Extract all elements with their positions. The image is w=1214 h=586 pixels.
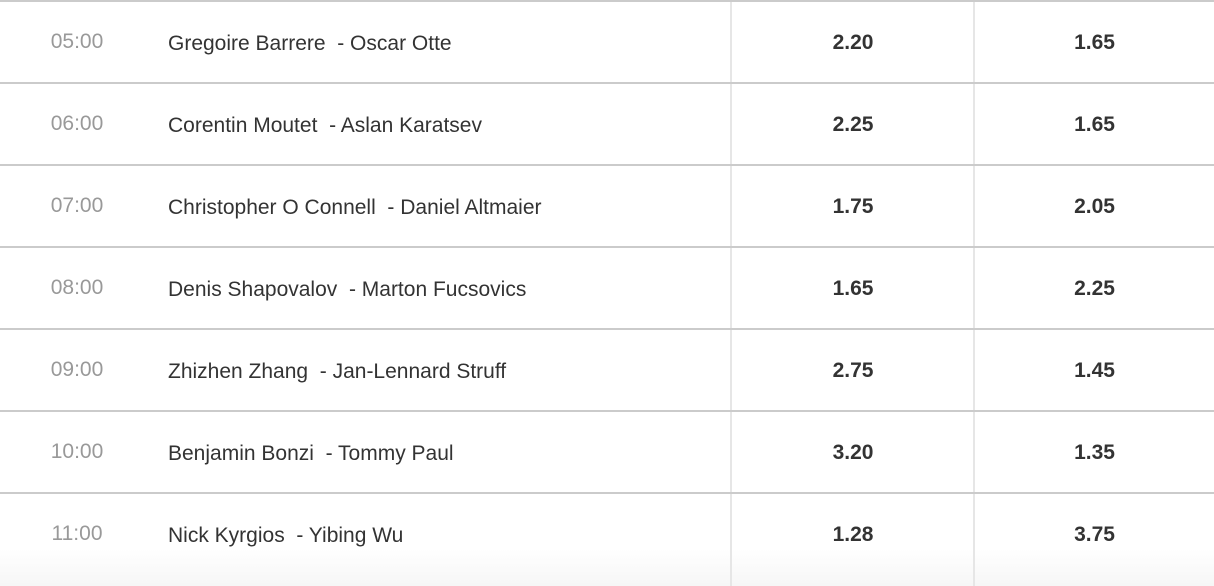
odd-away-value: 1.65 <box>1074 31 1115 54</box>
odd-home-button[interactable]: 1.65 <box>730 248 974 328</box>
odd-away-button[interactable]: 1.35 <box>973 412 1214 492</box>
match-row[interactable]: 07:00 Christopher O Connell - Daniel Alt… <box>0 166 1214 248</box>
match-row[interactable]: 09:00 Zhizhen Zhang - Jan-Lennard Struff… <box>0 330 1214 412</box>
odd-home-button[interactable]: 3.20 <box>730 412 974 492</box>
match-time: 05:00 <box>50 30 104 53</box>
odd-away-value: 1.65 <box>1074 113 1115 136</box>
match-time: 10:00 <box>50 440 104 463</box>
odd-away-button[interactable]: 2.05 <box>973 166 1214 246</box>
odd-home-value: 1.75 <box>832 195 874 218</box>
match-time: 09:00 <box>50 358 104 381</box>
match-name[interactable]: Denis Shapovalov - Marton Fucsovics <box>168 278 527 301</box>
match-name[interactable]: Zhizhen Zhang - Jan-Lennard Struff <box>168 360 507 383</box>
match-time: 11:00 <box>51 522 103 545</box>
match-name[interactable]: Corentin Moutet - Aslan Karatsev <box>168 114 482 137</box>
odd-home-value: 3.20 <box>832 441 874 464</box>
odd-home-button[interactable]: 2.25 <box>730 84 974 164</box>
match-name[interactable]: Christopher O Connell - Daniel Altmaier <box>168 196 542 219</box>
odd-home-value: 1.65 <box>832 277 874 300</box>
odd-away-button[interactable]: 3.75 <box>973 494 1214 586</box>
match-row[interactable]: 06:00 Corentin Moutet - Aslan Karatsev 2… <box>0 84 1214 166</box>
match-name[interactable]: Gregoire Barrere - Oscar Otte <box>168 32 452 55</box>
match-time: 08:00 <box>50 276 104 299</box>
odd-home-value: 2.25 <box>832 113 874 136</box>
odd-home-value: 2.75 <box>832 359 874 382</box>
odd-away-value: 3.75 <box>1074 523 1115 546</box>
odd-home-button[interactable]: 2.20 <box>730 2 974 82</box>
match-row[interactable]: 05:00 Gregoire Barrere - Oscar Otte 2.20… <box>0 2 1214 84</box>
odd-away-value: 2.25 <box>1074 277 1115 300</box>
match-time: 07:00 <box>50 194 104 217</box>
match-time: 06:00 <box>50 112 104 135</box>
match-row[interactable]: 10:00 Benjamin Bonzi - Tommy Paul 3.20 1… <box>0 412 1214 494</box>
odd-home-button[interactable]: 1.28 <box>730 494 974 586</box>
odd-away-button[interactable]: 1.45 <box>973 330 1214 410</box>
odd-home-button[interactable]: 2.75 <box>730 330 974 410</box>
match-name[interactable]: Nick Kyrgios - Yibing Wu <box>168 524 404 547</box>
odd-home-value: 1.28 <box>832 523 874 546</box>
match-row[interactable]: 08:00 Denis Shapovalov - Marton Fucsovic… <box>0 248 1214 330</box>
odd-away-value: 2.05 <box>1074 195 1115 218</box>
odd-home-button[interactable]: 1.75 <box>730 166 974 246</box>
match-row[interactable]: 11:00 Nick Kyrgios - Yibing Wu 1.28 3.75 <box>0 494 1214 586</box>
odd-away-button[interactable]: 2.25 <box>973 248 1214 328</box>
odd-away-button[interactable]: 1.65 <box>973 2 1214 82</box>
odd-away-value: 1.45 <box>1074 359 1115 382</box>
odd-away-value: 1.35 <box>1074 441 1115 464</box>
odd-away-button[interactable]: 1.65 <box>973 84 1214 164</box>
match-name[interactable]: Benjamin Bonzi - Tommy Paul <box>168 442 454 465</box>
odd-home-value: 2.20 <box>832 31 874 54</box>
